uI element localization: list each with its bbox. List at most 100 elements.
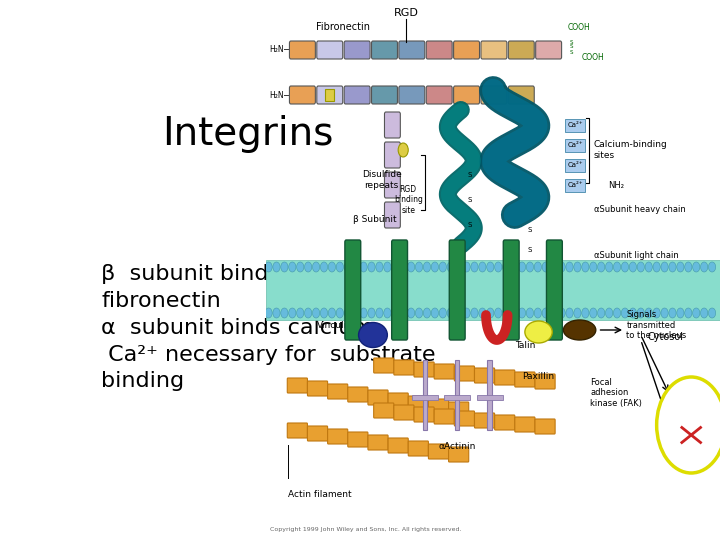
- Circle shape: [312, 262, 320, 272]
- Circle shape: [582, 308, 589, 318]
- Circle shape: [590, 308, 597, 318]
- FancyBboxPatch shape: [426, 86, 452, 104]
- Circle shape: [503, 308, 510, 318]
- Circle shape: [550, 308, 557, 318]
- FancyBboxPatch shape: [408, 441, 428, 456]
- Circle shape: [495, 262, 502, 272]
- Ellipse shape: [525, 321, 552, 343]
- Circle shape: [621, 262, 629, 272]
- FancyBboxPatch shape: [546, 240, 562, 340]
- Circle shape: [312, 308, 320, 318]
- Text: RGD
binding
site: RGD binding site: [394, 185, 423, 215]
- Text: S: S: [570, 39, 573, 44]
- Circle shape: [297, 262, 304, 272]
- FancyBboxPatch shape: [474, 368, 495, 383]
- Text: H₂N—: H₂N—: [269, 45, 292, 55]
- Circle shape: [360, 262, 367, 272]
- Circle shape: [518, 262, 526, 272]
- Circle shape: [613, 262, 621, 272]
- Circle shape: [320, 308, 328, 318]
- Circle shape: [328, 262, 336, 272]
- Bar: [565, 119, 585, 132]
- Circle shape: [510, 308, 518, 318]
- Circle shape: [439, 262, 446, 272]
- Circle shape: [558, 308, 565, 318]
- FancyBboxPatch shape: [348, 387, 368, 402]
- Circle shape: [423, 308, 431, 318]
- Circle shape: [606, 308, 613, 318]
- Circle shape: [657, 377, 720, 473]
- Text: Focal
adhesion
kinase (FAK): Focal adhesion kinase (FAK): [590, 378, 642, 408]
- FancyBboxPatch shape: [535, 374, 555, 389]
- Circle shape: [305, 262, 312, 272]
- Circle shape: [297, 308, 304, 318]
- FancyBboxPatch shape: [372, 41, 397, 59]
- Text: β Subunit: β Subunit: [353, 215, 397, 225]
- Circle shape: [526, 262, 534, 272]
- FancyBboxPatch shape: [449, 447, 469, 462]
- Bar: [487, 360, 492, 430]
- Circle shape: [384, 308, 391, 318]
- Circle shape: [487, 262, 494, 272]
- FancyBboxPatch shape: [289, 86, 315, 104]
- Circle shape: [503, 262, 510, 272]
- FancyBboxPatch shape: [287, 423, 307, 438]
- Text: Integrins: Integrins: [163, 114, 334, 153]
- FancyBboxPatch shape: [307, 426, 328, 441]
- FancyBboxPatch shape: [454, 41, 480, 59]
- Text: COOH: COOH: [567, 24, 590, 32]
- Circle shape: [352, 308, 359, 318]
- Circle shape: [392, 308, 399, 318]
- Circle shape: [281, 308, 288, 318]
- Circle shape: [352, 262, 359, 272]
- Circle shape: [439, 308, 446, 318]
- FancyBboxPatch shape: [328, 429, 348, 444]
- Bar: [412, 395, 438, 400]
- FancyBboxPatch shape: [454, 411, 474, 426]
- Text: S: S: [528, 227, 532, 233]
- Circle shape: [526, 308, 534, 318]
- FancyBboxPatch shape: [384, 142, 400, 168]
- Circle shape: [629, 262, 636, 272]
- Ellipse shape: [359, 322, 387, 348]
- FancyBboxPatch shape: [536, 41, 562, 59]
- Circle shape: [376, 262, 383, 272]
- Circle shape: [534, 262, 541, 272]
- Circle shape: [336, 262, 343, 272]
- Circle shape: [606, 262, 613, 272]
- FancyBboxPatch shape: [535, 419, 555, 434]
- FancyBboxPatch shape: [434, 409, 454, 424]
- Circle shape: [542, 308, 549, 318]
- Circle shape: [305, 308, 312, 318]
- Text: Vinculin: Vinculin: [317, 321, 353, 329]
- Circle shape: [360, 308, 367, 318]
- Circle shape: [423, 262, 431, 272]
- Circle shape: [661, 308, 668, 318]
- Text: Talin: Talin: [515, 341, 535, 349]
- FancyBboxPatch shape: [384, 112, 400, 138]
- FancyBboxPatch shape: [449, 402, 469, 417]
- Circle shape: [598, 262, 605, 272]
- Circle shape: [320, 262, 328, 272]
- Circle shape: [534, 308, 541, 318]
- FancyBboxPatch shape: [428, 399, 449, 414]
- FancyBboxPatch shape: [374, 403, 394, 418]
- FancyBboxPatch shape: [388, 393, 408, 408]
- FancyBboxPatch shape: [388, 438, 408, 453]
- FancyBboxPatch shape: [345, 240, 361, 340]
- Circle shape: [265, 262, 272, 272]
- Text: H₂N—: H₂N—: [269, 91, 292, 99]
- FancyBboxPatch shape: [414, 362, 434, 377]
- Circle shape: [336, 308, 343, 318]
- Text: Disulfide
repeats: Disulfide repeats: [361, 170, 402, 190]
- FancyBboxPatch shape: [394, 405, 414, 420]
- Circle shape: [408, 308, 415, 318]
- FancyBboxPatch shape: [495, 370, 515, 385]
- Circle shape: [693, 308, 700, 318]
- FancyBboxPatch shape: [287, 378, 307, 393]
- FancyBboxPatch shape: [328, 384, 348, 399]
- Circle shape: [566, 262, 573, 272]
- Circle shape: [621, 308, 629, 318]
- Circle shape: [701, 262, 708, 272]
- FancyBboxPatch shape: [508, 86, 534, 104]
